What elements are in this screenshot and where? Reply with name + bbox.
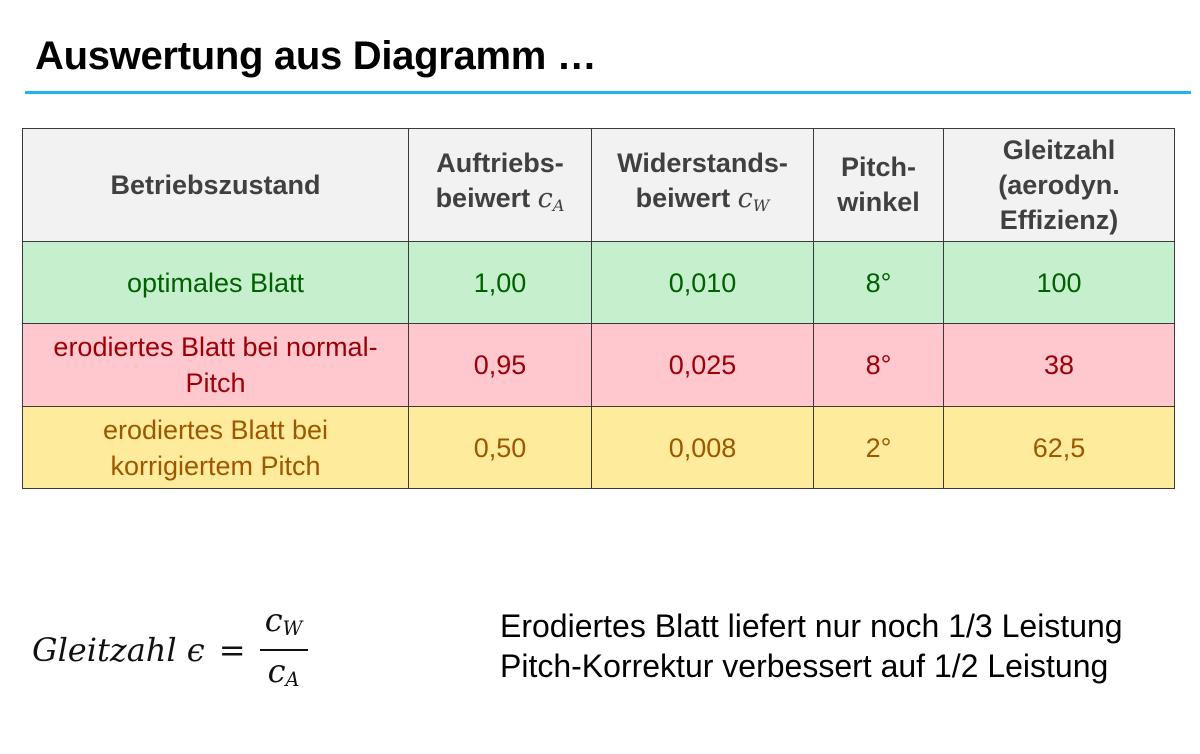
header-glide-ratio: Gleitzahl (aerodyn. Effizienz)	[943, 128, 1175, 242]
table-header-row: Betriebszustand Auftriebs- beiwert cA Wi…	[22, 128, 1175, 242]
header-drag-line2: beiwert	[635, 183, 731, 214]
table-row-optimal: optimales Blatt 1,00 0,010 8° 100	[22, 241, 1175, 324]
state-label: optimales Blatt	[126, 267, 305, 298]
header-state-label: Betriebszustand	[110, 169, 321, 200]
cell-drag: 0,008	[591, 406, 814, 489]
cell-state: erodiertes Blatt bei normal- Pitch	[22, 323, 409, 407]
lift-symbol: cA	[537, 183, 565, 216]
formula-lhs: Gleitzahl ϵ	[32, 630, 205, 669]
drag-symbol-subscript: W	[752, 196, 770, 216]
conclusion-notes: Erodiertes Blatt liefert nur noch 1/3 Le…	[500, 606, 1123, 686]
header-pitch-line1: Pitch-	[840, 152, 916, 182]
header-pitch-line2: winkel	[837, 187, 920, 217]
state-label-line2: korrigiertem Pitch	[110, 450, 321, 481]
cell-state: optimales Blatt	[22, 241, 409, 324]
numerator-symbol: c	[264, 601, 283, 639]
drag-symbol: cW	[737, 183, 770, 216]
fraction-bar	[259, 648, 308, 651]
cell-pitch: 8°	[813, 323, 944, 407]
results-table: Betriebszustand Auftriebs- beiwert cA Wi…	[22, 128, 1175, 489]
table-row-eroded-normal-pitch: erodiertes Blatt bei normal- Pitch 0,95 0…	[22, 323, 1175, 407]
drag-symbol-base: c	[737, 183, 753, 215]
formula-numerator: cW	[265, 600, 303, 649]
cell-glide: 100	[943, 241, 1175, 324]
header-state: Betriebszustand	[22, 128, 409, 242]
cell-lift: 0,95	[408, 323, 592, 407]
cell-lift: 0,50	[408, 406, 592, 489]
header-drag-coefficient: Widerstands- beiwert cW	[591, 128, 814, 242]
slide-title: Auswertung aus Diagramm …	[35, 34, 597, 78]
state-label-line1: erodiertes Blatt bei normal-	[53, 332, 378, 362]
formula-equals: =	[218, 630, 246, 669]
header-lift-line2: beiwert	[435, 183, 531, 214]
formula-denominator: cA	[268, 651, 300, 700]
cell-pitch: 8°	[813, 241, 944, 324]
header-lift-line1: Auftriebs-	[436, 148, 564, 179]
denominator-subscript: A	[285, 667, 300, 691]
denominator-symbol: c	[267, 651, 286, 690]
header-pitch-angle: Pitch- winkel	[813, 128, 944, 242]
cell-drag: 0,010	[591, 241, 814, 324]
title-underline	[25, 91, 1191, 94]
header-drag-line1: Widerstands-	[617, 148, 788, 179]
header-glide-line1: Gleitzahl	[1002, 134, 1116, 165]
table-row-eroded-corrected-pitch: erodiertes Blatt bei korrigiertem Pitch 0…	[22, 406, 1175, 489]
header-glide-line3: Effizienz)	[999, 204, 1119, 235]
lift-symbol-base: c	[537, 183, 553, 215]
header-glide-line2: (aerodyn.	[998, 169, 1120, 200]
state-label-line2: Pitch	[185, 368, 246, 398]
cell-glide: 62,5	[943, 406, 1175, 489]
note-line-2: Pitch-Korrektur verbessert auf 1/2 Leist…	[500, 648, 1109, 684]
cell-pitch: 2°	[813, 406, 944, 489]
state-label-line1: erodiertes Blatt bei	[102, 414, 329, 445]
cell-drag: 0,025	[591, 323, 814, 407]
cell-lift: 1,00	[408, 241, 592, 324]
cell-glide: 38	[943, 323, 1175, 407]
glide-ratio-formula: Gleitzahl ϵ = cW cA	[32, 600, 308, 700]
lift-symbol-subscript: A	[552, 196, 565, 216]
note-line-1: Erodiertes Blatt liefert nur noch 1/3 Le…	[500, 608, 1123, 644]
cell-state: erodiertes Blatt bei korrigiertem Pitch	[22, 406, 409, 489]
numerator-subscript: W	[282, 616, 303, 640]
header-lift-coefficient: Auftriebs- beiwert cA	[408, 128, 592, 242]
formula-fraction: cW cA	[259, 600, 308, 700]
